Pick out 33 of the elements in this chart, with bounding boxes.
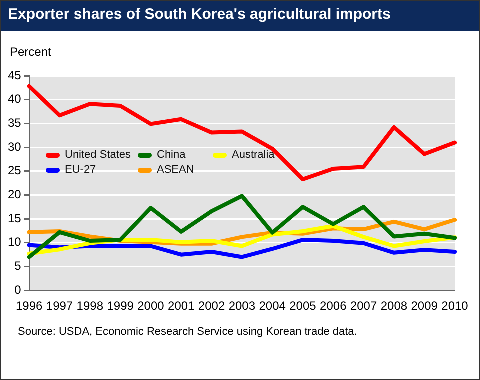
- x-tick-label: 2000: [138, 299, 165, 314]
- y-tick-label: 10: [8, 235, 22, 250]
- y-tick-label: 15: [8, 211, 22, 226]
- legend-label: Australia: [232, 149, 275, 161]
- x-tick-label: 2001: [168, 299, 196, 314]
- x-tick-label: 2010: [442, 299, 469, 314]
- y-tick-label: 25: [8, 164, 22, 178]
- x-tick-label: 1998: [76, 299, 104, 314]
- y-axis-title: Percent: [10, 45, 52, 59]
- y-tick-label: 30: [8, 140, 22, 154]
- y-tick-label: 20: [8, 188, 22, 202]
- x-tick-label: 2008: [380, 299, 408, 314]
- x-tick-label: 2009: [411, 299, 438, 314]
- chart-title: Exporter shares of South Korea's agricultural imports: [1, 1, 479, 31]
- x-tick-label: 1997: [46, 299, 74, 314]
- x-tick-label: 2006: [320, 299, 348, 314]
- x-tick-label: 1996: [16, 299, 44, 314]
- y-tick-label: 5: [14, 259, 22, 274]
- legend-label: EU-27: [65, 164, 96, 176]
- x-tick-label: 2002: [198, 299, 226, 314]
- legend-label: China: [157, 149, 186, 161]
- source-note: Source: USDA, Economic Research Service using Korean trade data.: [18, 326, 358, 338]
- legend-label: ASEAN: [157, 164, 194, 176]
- y-tick-label: 45: [8, 68, 22, 82]
- x-tick-label: 2005: [290, 299, 317, 314]
- x-tick-label: 2003: [228, 299, 256, 314]
- x-tick-label: 2004: [259, 299, 286, 314]
- y-tick-label: 40: [8, 92, 22, 106]
- legend-label: United States: [65, 149, 132, 161]
- x-tick-label: 1999: [107, 299, 134, 314]
- x-tick-label: 2007: [350, 299, 378, 314]
- y-tick-label: 0: [14, 282, 22, 297]
- y-tick-label: 35: [8, 116, 22, 130]
